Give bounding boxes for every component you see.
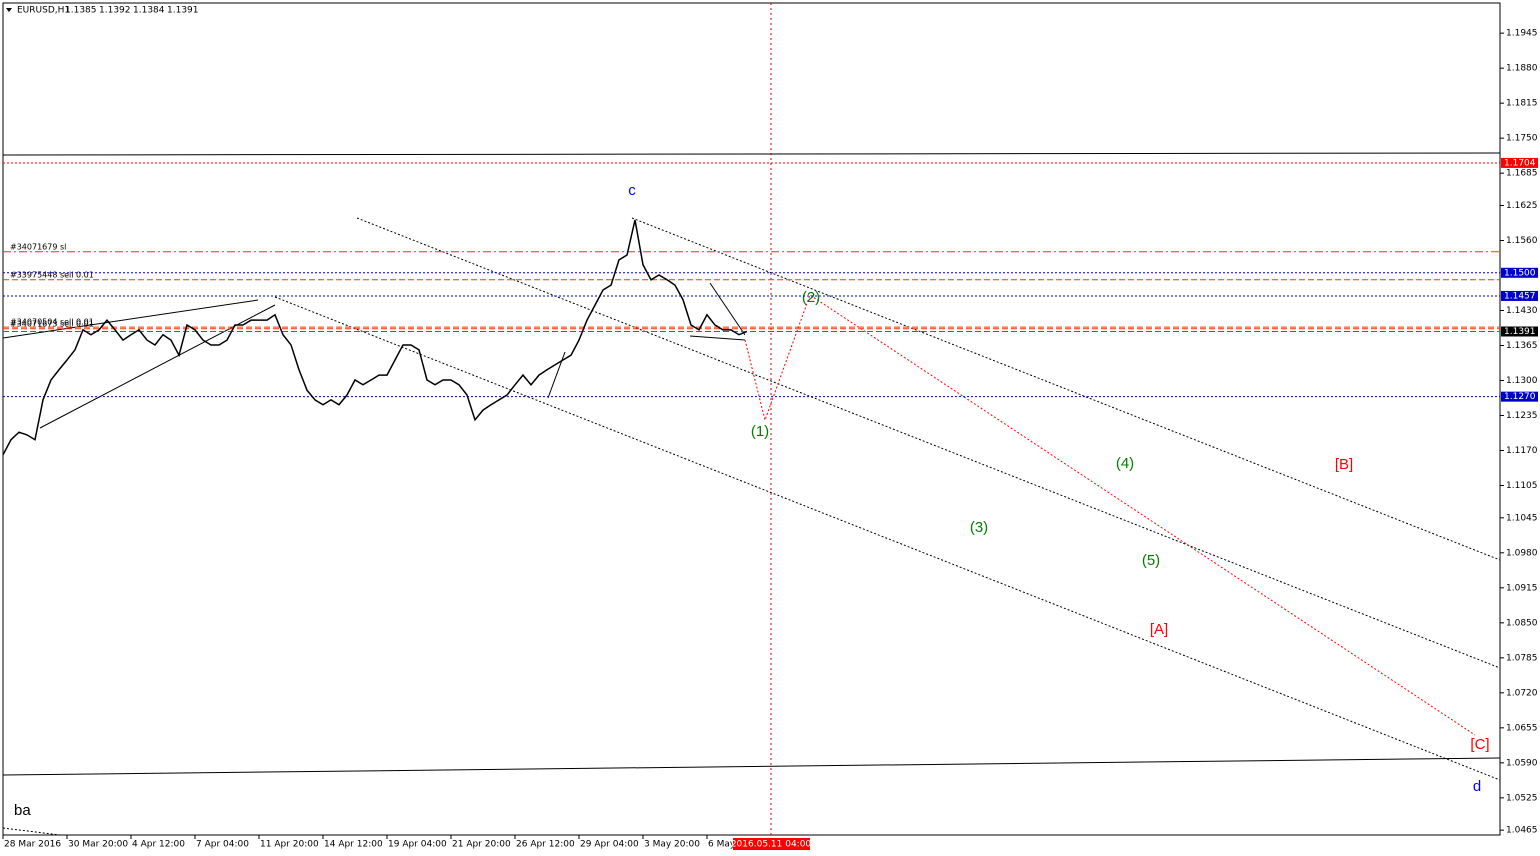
- y-tick-label: 1.0850: [1506, 618, 1538, 628]
- trend-line: [2, 757, 1501, 776]
- wave-label: (1): [751, 423, 769, 440]
- y-tick-label: 1.1685: [1506, 169, 1538, 179]
- wave-label: (5): [1142, 552, 1160, 569]
- y-tick-label: 1.1625: [1506, 201, 1538, 211]
- x-tick-label: 30 Mar 20:00: [68, 840, 128, 850]
- x-tick-label: 19 Apr 04:00: [388, 840, 447, 850]
- y-tick-label: 1.1300: [1506, 376, 1538, 386]
- channel-line: [356, 217, 1501, 669]
- order-label: #34071673 sell 0.01: [10, 319, 94, 328]
- x-tick-label: 14 Apr 12:00: [324, 840, 383, 850]
- order-label: #33975448 sell 0.01: [10, 270, 94, 279]
- x-tick-label: 4 Apr 12:00: [132, 840, 185, 850]
- trend-line: [2, 152, 1501, 156]
- y-tick-label: 1.1365: [1506, 341, 1538, 351]
- wave-label: (2): [802, 289, 820, 306]
- wave-label: (4): [1116, 455, 1134, 472]
- y-tick-label: 1.0915: [1506, 583, 1538, 593]
- trend-line: [547, 351, 566, 399]
- y-tick-label: 1.1880: [1506, 64, 1538, 74]
- price-line-series: [2, 219, 748, 456]
- wave-label: [A]: [1150, 621, 1168, 638]
- ohlc-value: 1.1391: [167, 6, 199, 16]
- price-box-label: 1.1270: [1504, 392, 1536, 402]
- wave-label: [C]: [1470, 736, 1489, 753]
- channel-line: [631, 217, 1501, 561]
- price-box-label: 1.1500: [1504, 268, 1536, 278]
- y-tick-label: 1.0465: [1506, 826, 1538, 836]
- wave-label: d: [1473, 778, 1481, 795]
- wave-path: [744, 294, 1476, 736]
- order-label: #34070504 sell 0.01: [10, 318, 94, 327]
- channel-line: [274, 296, 1501, 781]
- y-tick-label: 1.1235: [1506, 411, 1538, 421]
- order-label: #34071679 sl: [10, 242, 66, 251]
- y-tick-label: 1.1815: [1506, 99, 1538, 109]
- plot-frame: [2, 2, 1501, 836]
- trend-line: [689, 335, 746, 341]
- price-box: [1501, 391, 1538, 402]
- price-box-label: 1.1704: [1504, 158, 1536, 168]
- x-tick-label: 26 Apr 12:00: [516, 840, 575, 850]
- y-tick-label: 1.1750: [1506, 134, 1538, 144]
- y-tick-label: 1.0525: [1506, 793, 1538, 803]
- x-tick-label: 28 Mar 2016: [4, 840, 61, 850]
- y-tick-label: 1.1105: [1506, 481, 1538, 491]
- x-tick-label: 7 Apr 04:00: [196, 840, 249, 850]
- chart-title: EURUSD,H1: [17, 6, 70, 16]
- price-box: [1501, 157, 1538, 168]
- y-tick-label: 1.1170: [1506, 446, 1538, 456]
- price-box: [1501, 290, 1538, 301]
- x-tick-label: 21 Apr 20:00: [452, 840, 511, 850]
- trend-line: [2, 299, 259, 339]
- y-tick-label: 1.1045: [1506, 513, 1538, 523]
- price-box: [1501, 267, 1538, 278]
- ohlc-value: 1.1384: [133, 6, 165, 16]
- crosshair-label: 2016.05.11 04:00: [731, 840, 812, 850]
- y-tick-label: 1.0655: [1506, 723, 1538, 733]
- wave-label: c: [628, 182, 636, 199]
- price-box-label: 1.1457: [1504, 291, 1536, 301]
- wave-label: (3): [970, 519, 988, 536]
- y-tick-label: 1.1430: [1506, 306, 1538, 316]
- ohlc-value: 1.1392: [99, 6, 131, 16]
- y-tick-label: 1.0980: [1506, 548, 1538, 558]
- price-box: [1501, 326, 1538, 337]
- menu-arrow[interactable]: [6, 8, 12, 12]
- trend-line: [709, 282, 746, 336]
- y-tick-label: 1.0720: [1506, 688, 1538, 698]
- x-tick-label: 6 May: [708, 840, 736, 850]
- wave-label: ba: [14, 802, 31, 819]
- y-tick-label: 1.1560: [1506, 236, 1538, 246]
- wave-label: [B]: [1335, 456, 1353, 473]
- x-tick-label: 3 May 20:00: [644, 840, 700, 850]
- drawings: [2, 3, 1501, 836]
- ohlc-value: 1.1385: [65, 6, 97, 16]
- y-tick-label: 1.0590: [1506, 758, 1538, 768]
- x-tick-label: 29 Apr 04:00: [580, 840, 639, 850]
- annotations: c (1) (2) (3) (4) (5) [A] [B] [C] d ba: [14, 182, 1490, 819]
- price-box-label: 1.1391: [1504, 327, 1536, 337]
- y-tick-label: 1.1945: [1506, 29, 1538, 39]
- crosshair-box: [733, 838, 810, 850]
- y-tick-label: 1.0785: [1506, 653, 1538, 663]
- x-tick-label: 11 Apr 20:00: [260, 840, 319, 850]
- channel-line: [2, 827, 61, 836]
